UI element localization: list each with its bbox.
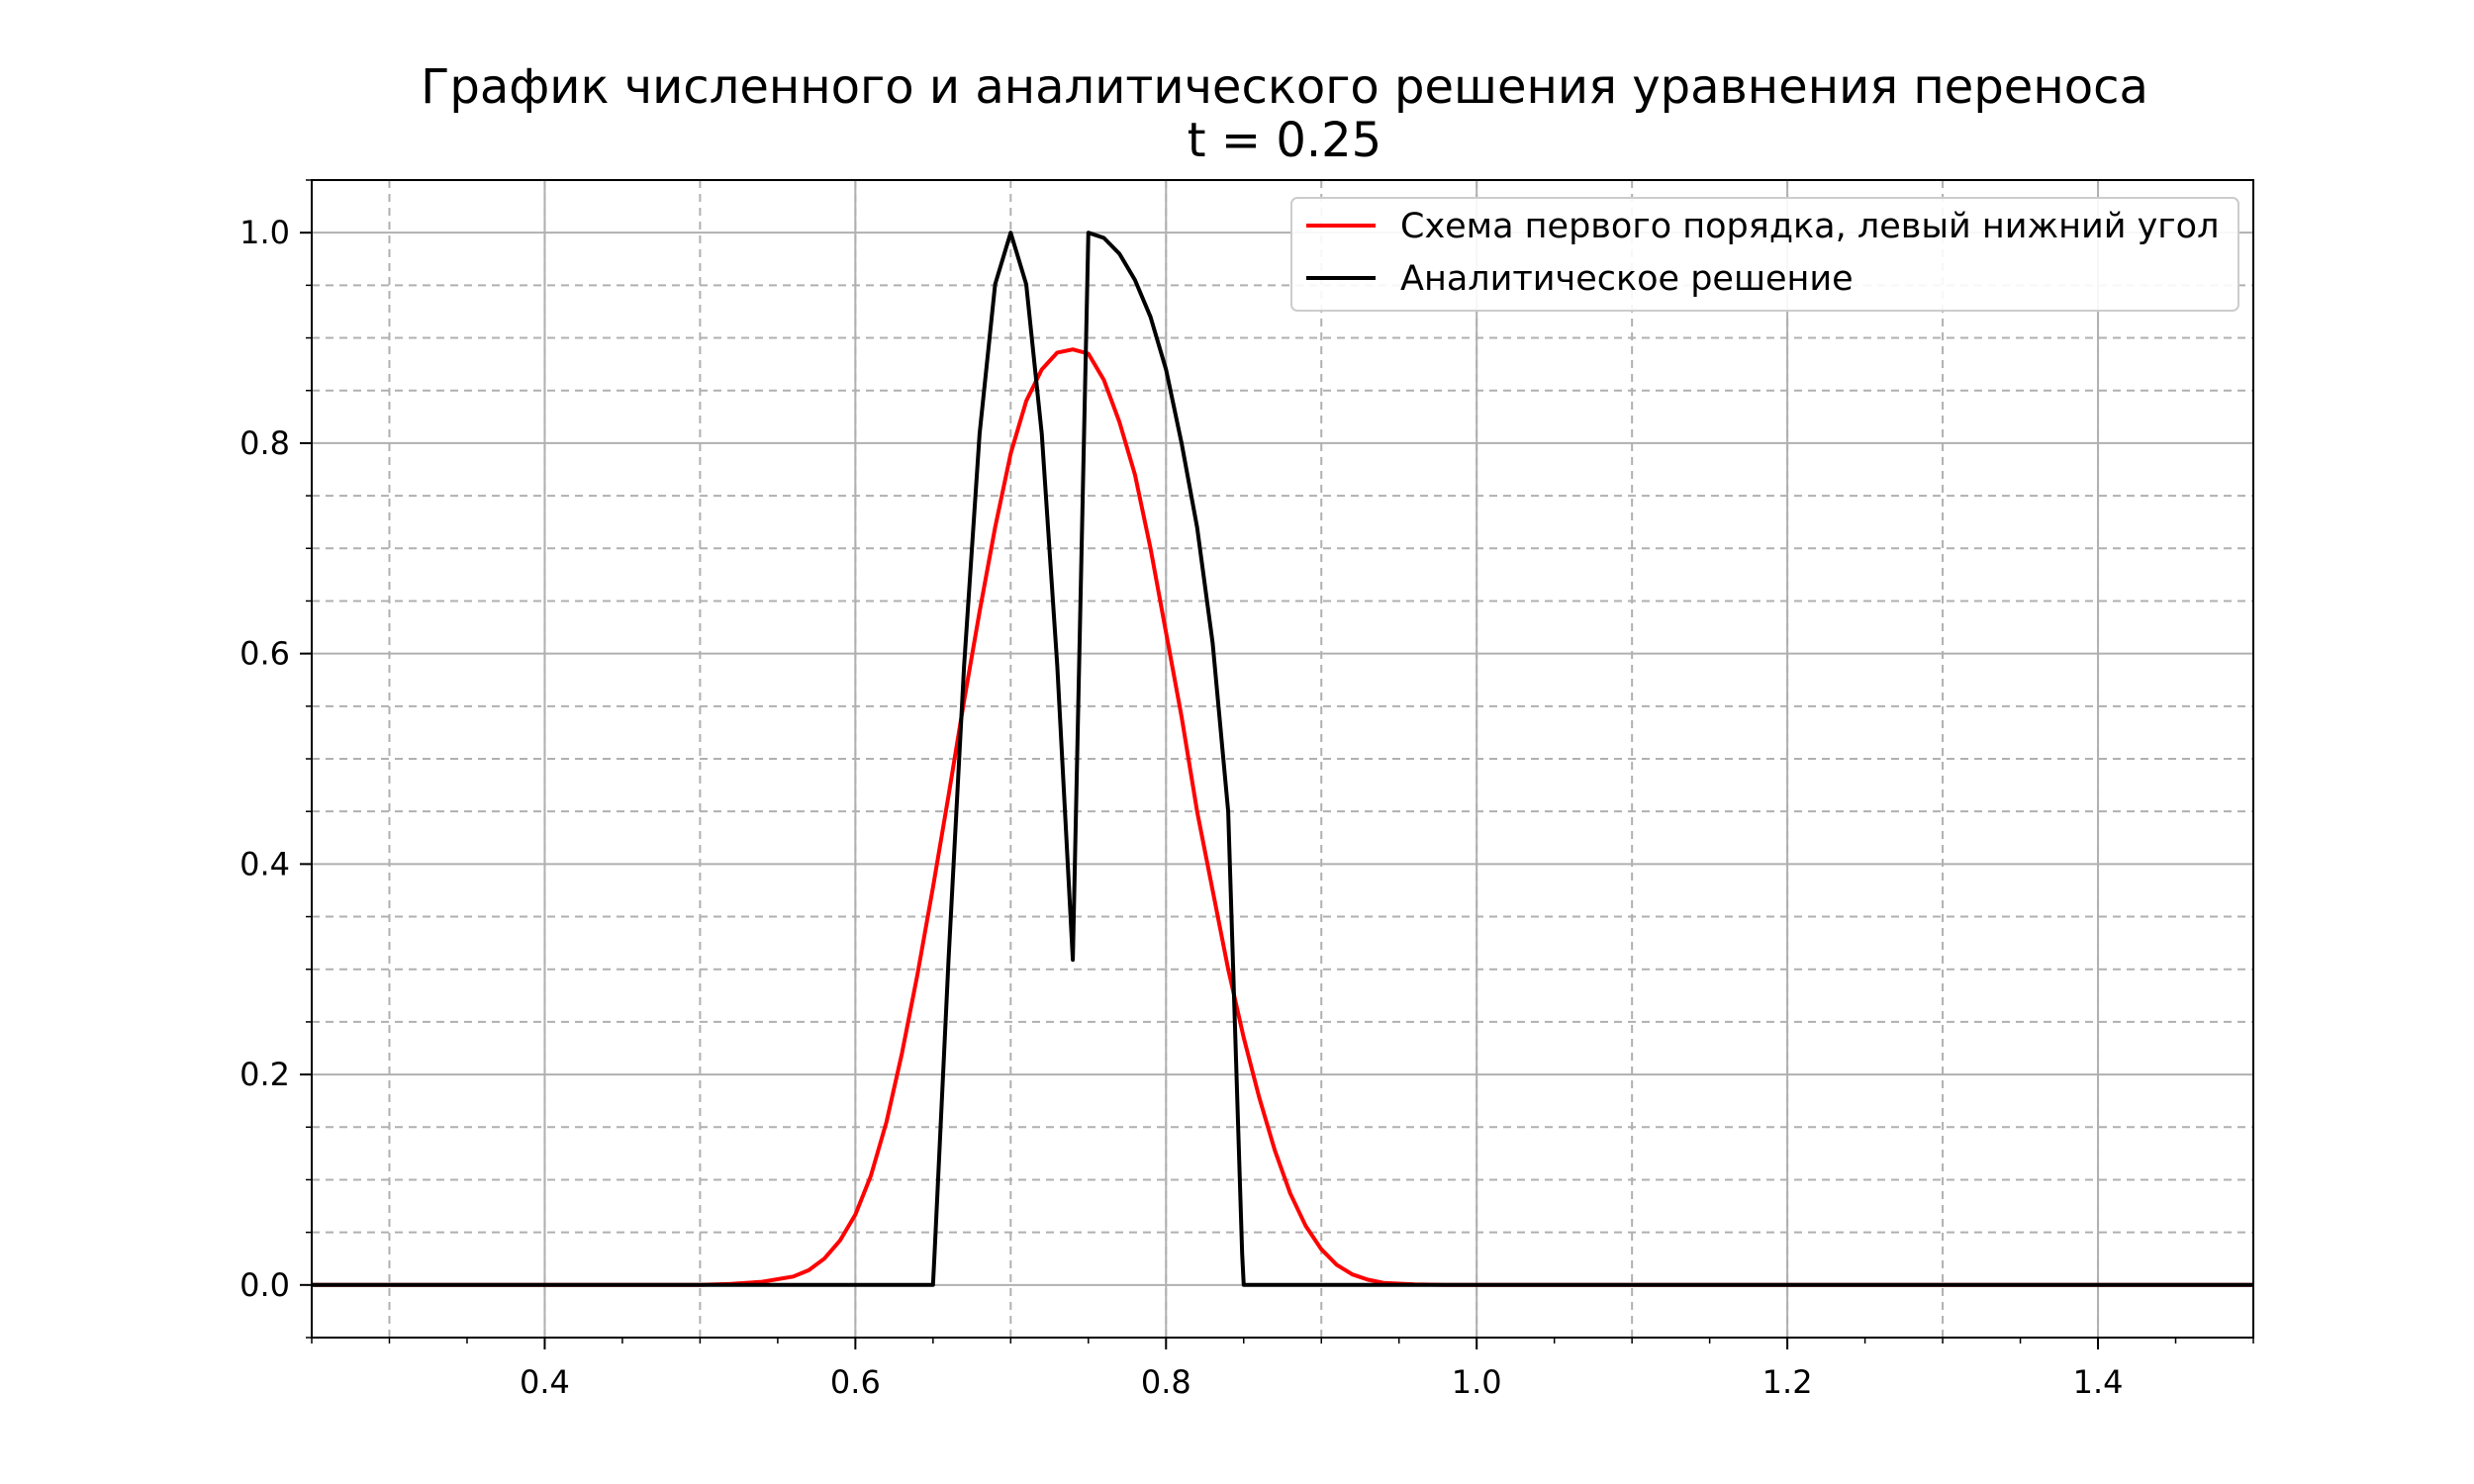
series-line-1 — [312, 231, 2253, 1287]
series-line-0 — [312, 347, 2253, 1287]
grid — [312, 179, 2254, 1339]
y-tick-label: 0.4 — [239, 845, 290, 882]
legend-label-numerical: Схема первого порядка, левый нижний угол — [1400, 207, 2219, 246]
chart-title: График численного и аналитического решен… — [421, 59, 2148, 115]
x-tick-label: 1.2 — [1762, 1363, 1813, 1401]
plot-lines — [312, 231, 2253, 1287]
y-tick-label: 0.0 — [239, 1266, 290, 1304]
chart-subtitle: t = 0.25 — [1188, 113, 1381, 168]
x-tick-label: 0.4 — [520, 1363, 570, 1401]
x-tick-label: 1.0 — [1452, 1363, 1502, 1401]
legend-label-analytical: Аналитическое решение — [1400, 259, 1854, 299]
x-tick-label: 0.6 — [830, 1363, 881, 1401]
y-tick-label: 0.6 — [239, 635, 290, 673]
x-tick-label: 1.4 — [2073, 1363, 2124, 1401]
y-tick-label: 0.2 — [239, 1056, 290, 1093]
axis-ticks: 0.4 0.6 0.8 1.0 1.2 1.4 0.0 0.2 0.4 0.6 0.8 1.0 — [239, 179, 2254, 1401]
x-tick-label: 0.8 — [1141, 1363, 1191, 1401]
legend-box — [1290, 197, 2239, 312]
y-tick-label: 1.0 — [239, 214, 290, 251]
y-tick-label: 0.8 — [239, 424, 290, 462]
legend: Схема первого порядка, левый нижний угол… — [1290, 197, 2239, 312]
